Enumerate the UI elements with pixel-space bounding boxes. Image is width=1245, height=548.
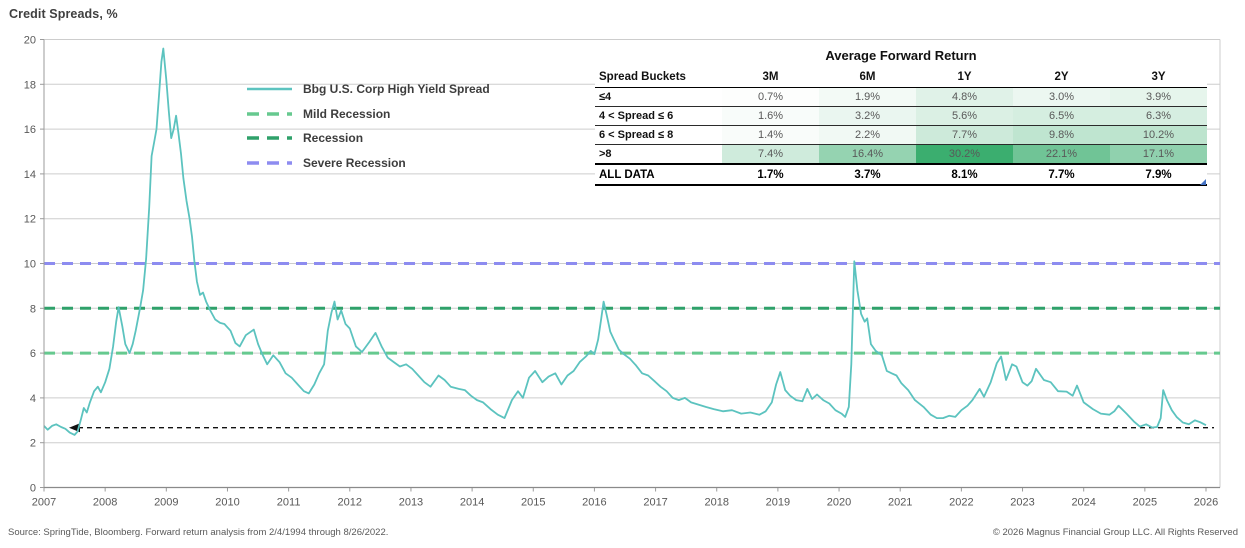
dashed-line-swatch-icon xyxy=(247,136,292,140)
x-tick-label: 2010 xyxy=(215,497,239,509)
return-value-cell: 2.2% xyxy=(819,126,916,144)
y-tick-label: 18 xyxy=(24,79,36,91)
legend-label: Mild Recession xyxy=(303,106,391,121)
x-tick-label: 2015 xyxy=(521,497,545,509)
dashed-line-swatch-icon xyxy=(247,112,292,116)
x-tick-label: 2011 xyxy=(277,497,301,509)
return-value-cell: 9.8% xyxy=(1013,126,1110,144)
return-value-cell: 6.5% xyxy=(1013,107,1110,125)
return-value-cell: 1.9% xyxy=(819,88,916,106)
return-value-cell: 22.1% xyxy=(1013,145,1110,163)
legend-label: Bbg U.S. Corp High Yield Spread xyxy=(303,82,490,97)
return-value-cell: 7.7% xyxy=(1013,165,1110,184)
chart-title: Credit Spreads, % xyxy=(9,7,118,21)
x-tick-label: 2020 xyxy=(827,497,851,509)
bucket-label: 6 < Spread ≤ 8 xyxy=(599,129,674,141)
table-row: ≤4 0.7% 1.9% 4.8% 3.0% 3.9% xyxy=(595,88,1207,107)
return-value-cell: 10.2% xyxy=(1110,126,1207,144)
table-col-header: 6M xyxy=(859,71,876,83)
return-value-cell: 3.7% xyxy=(819,165,916,184)
table-col-header: 1Y xyxy=(957,71,972,83)
legend-item: Mild Recession xyxy=(246,102,490,127)
bucket-label: ALL DATA xyxy=(599,168,655,181)
x-tick-label: 2009 xyxy=(154,497,178,509)
return-value-cell: 5.6% xyxy=(916,107,1013,125)
return-value-cell: 30.2% xyxy=(916,145,1013,163)
x-tick-label: 2019 xyxy=(766,497,790,509)
table-row: >8 7.4% 16.4% 30.2% 22.1% 17.1% xyxy=(595,145,1207,165)
x-tick-label: 2024 xyxy=(1071,497,1095,509)
y-tick-label: 4 xyxy=(30,393,36,405)
y-tick-label: 0 xyxy=(30,483,36,495)
legend-item: Bbg U.S. Corp High Yield Spread xyxy=(246,77,490,102)
return-value-cell: 1.4% xyxy=(722,126,819,144)
return-value-cell: 7.4% xyxy=(722,145,819,163)
y-tick-label: 12 xyxy=(24,214,36,226)
return-value-cell: 3.0% xyxy=(1013,88,1110,106)
table-row: 4 < Spread ≤ 6 1.6% 3.2% 5.6% 6.5% 6.3% xyxy=(595,107,1207,126)
legend-item: Recession xyxy=(246,126,490,151)
y-tick-label: 2 xyxy=(30,438,36,450)
x-tick-label: 2013 xyxy=(399,497,423,509)
y-tick-label: 10 xyxy=(24,259,36,271)
x-tick-label: 2022 xyxy=(949,497,973,509)
forward-return-table: Average Forward Return Spread Buckets 3M 6… xyxy=(595,45,1207,186)
footer-source-note: Source: SpringTide, Bloomberg. Forward r… xyxy=(8,527,389,538)
x-tick-label: 2018 xyxy=(704,497,728,509)
x-tick-label: 2017 xyxy=(643,497,667,509)
table-row: ALL DATA 1.7% 3.7% 8.1% 7.7% 7.9% xyxy=(595,165,1207,186)
return-value-cell: 16.4% xyxy=(819,145,916,163)
legend-label: Severe Recession xyxy=(303,155,406,170)
dashed-line-swatch-icon xyxy=(247,161,292,165)
return-value-cell: 8.1% xyxy=(916,165,1013,184)
x-tick-label: 2023 xyxy=(1010,497,1034,509)
x-tick-label: 2021 xyxy=(888,497,912,509)
table-col-header: Spread Buckets xyxy=(599,71,686,83)
footer-copyright: © 2026 Magnus Financial Group LLC. All R… xyxy=(992,527,1238,538)
x-tick-label: 2012 xyxy=(338,497,362,509)
return-value-cell: 7.9% xyxy=(1110,165,1207,184)
bucket-label: >8 xyxy=(599,148,612,160)
x-tick-label: 2007 xyxy=(32,497,56,509)
high-yield-spread-line xyxy=(43,47,1207,436)
return-value-cell: 6.3% xyxy=(1110,107,1207,125)
return-value-cell: 3.9% xyxy=(1110,88,1207,106)
y-tick-label: 20 xyxy=(24,35,36,47)
table-header-row: Spread Buckets 3M 6M 1Y 2Y 3Y xyxy=(595,67,1207,88)
table-title: Average Forward Return xyxy=(825,48,977,63)
legend-item: Severe Recession xyxy=(246,151,490,176)
return-value-cell: 4.8% xyxy=(916,88,1013,106)
x-tick-label: 2008 xyxy=(93,497,117,509)
legend-label: Recession xyxy=(303,131,364,146)
return-value-cell: 7.7% xyxy=(916,126,1013,144)
return-value-cell: 17.1% xyxy=(1110,145,1207,163)
table-corner-marker-icon xyxy=(1200,179,1206,185)
return-value-cell: 1.7% xyxy=(722,165,819,184)
y-tick-label: 16 xyxy=(24,124,36,136)
table-row: 6 < Spread ≤ 8 1.4% 2.2% 7.7% 9.8% 10.2% xyxy=(595,126,1207,145)
table-col-header: 3Y xyxy=(1151,71,1166,83)
x-tick-label: 2016 xyxy=(582,497,606,509)
return-value-cell: 3.2% xyxy=(819,107,916,125)
y-tick-label: 8 xyxy=(30,303,36,315)
solid-line-swatch-icon xyxy=(247,88,292,91)
bucket-label: 4 < Spread ≤ 6 xyxy=(599,110,674,122)
x-tick-label: 2025 xyxy=(1133,497,1157,509)
y-tick-label: 14 xyxy=(24,169,36,181)
table-col-header: 2Y xyxy=(1054,71,1069,83)
return-value-cell: 1.6% xyxy=(722,107,819,125)
bucket-label: ≤4 xyxy=(599,91,612,103)
x-tick-label: 2014 xyxy=(460,497,484,509)
x-tick-label: 2026 xyxy=(1194,497,1218,509)
return-value-cell: 0.7% xyxy=(722,88,819,106)
y-tick-label: 6 xyxy=(30,348,36,360)
chart-legend: Bbg U.S. Corp High Yield Spread Mild Rece… xyxy=(246,77,490,175)
table-col-header: 3M xyxy=(762,71,779,83)
